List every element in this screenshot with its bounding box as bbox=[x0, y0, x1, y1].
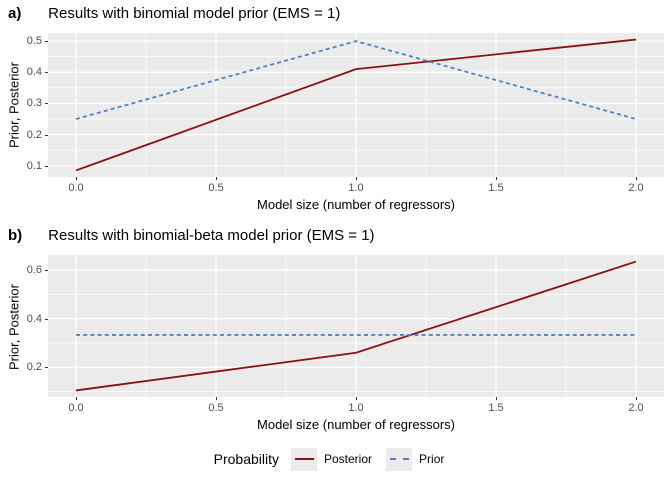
y-axis-label: Prior, Posterior bbox=[6, 62, 22, 148]
legend-entry-prior: Prior bbox=[386, 447, 445, 471]
x-tick-label: 1.0 bbox=[348, 182, 364, 194]
x-tick-mark bbox=[356, 397, 357, 400]
legend-label: Prior bbox=[419, 452, 445, 466]
x-tick-mark bbox=[496, 177, 497, 180]
y-tick-mark bbox=[45, 72, 48, 74]
x-tick-mark bbox=[216, 397, 217, 400]
y-tick-label: 0.6 bbox=[26, 264, 42, 277]
x-tick-label: 0.0 bbox=[68, 182, 84, 194]
legend-key-box bbox=[386, 447, 413, 471]
prior-line-icon bbox=[389, 458, 409, 460]
chart-title: b) Results with binomial-beta model prio… bbox=[8, 227, 375, 244]
plot-panel bbox=[48, 33, 664, 177]
y-tick-mark bbox=[45, 103, 48, 105]
legend-label: Posterior bbox=[324, 452, 373, 466]
x-tick-mark bbox=[76, 177, 77, 180]
x-tick-label: 0.5 bbox=[208, 182, 224, 194]
chart-binomial-beta-prior: b) Results with binomial-beta model prio… bbox=[0, 222, 672, 444]
x-tick-mark bbox=[636, 177, 637, 180]
legend: Probability Posterior Prior bbox=[0, 444, 672, 474]
x-tick-label: 2.0 bbox=[628, 182, 644, 194]
plot-lines-svg bbox=[48, 33, 664, 177]
x-tick-label: 0.5 bbox=[208, 402, 224, 414]
y-axis-label: Prior, Posterior bbox=[6, 284, 22, 370]
chart-title-text: Results with binomial-beta model prior (… bbox=[48, 227, 375, 244]
x-tick-mark bbox=[216, 177, 217, 180]
x-tick-mark bbox=[356, 177, 357, 180]
y-tick-mark bbox=[45, 318, 48, 320]
y-tick-mark bbox=[45, 134, 48, 136]
x-tick-label: 2.0 bbox=[628, 402, 644, 414]
series-line-posterior bbox=[75, 38, 637, 172]
posterior-line-icon bbox=[294, 458, 314, 460]
y-tick-mark bbox=[45, 367, 48, 369]
y-tick-label: 0.1 bbox=[26, 159, 42, 172]
chart-title-text: Results with binomial model prior (EMS =… bbox=[48, 5, 341, 22]
x-tick-mark bbox=[496, 397, 497, 400]
plot-panel bbox=[48, 255, 664, 397]
x-tick-mark bbox=[636, 397, 637, 400]
y-tick-mark bbox=[45, 41, 48, 43]
y-tick-mark bbox=[45, 165, 48, 167]
plot-lines-svg bbox=[48, 255, 664, 397]
series-line-posterior bbox=[75, 260, 637, 392]
x-tick-label: 0.0 bbox=[68, 402, 84, 414]
y-tick-label: 0.5 bbox=[26, 35, 42, 48]
legend-title: Probability bbox=[213, 451, 279, 467]
chart-title: a) Results with binomial model prior (EM… bbox=[8, 5, 340, 22]
chart-tag: b) bbox=[8, 227, 23, 244]
series-line-prior bbox=[75, 40, 637, 120]
x-tick-label: 1.5 bbox=[488, 402, 504, 414]
x-tick-label: 1.5 bbox=[488, 182, 504, 194]
x-tick-mark bbox=[76, 397, 77, 400]
y-tick-mark bbox=[45, 270, 48, 272]
legend-key-box bbox=[291, 447, 317, 471]
x-tick-label: 1.0 bbox=[348, 402, 364, 414]
x-axis-label: Model size (number of regressors) bbox=[257, 417, 455, 432]
x-axis-label: Model size (number of regressors) bbox=[257, 197, 455, 212]
chart-binomial-prior: a) Results with binomial model prior (EM… bbox=[0, 0, 672, 222]
chart-tag: a) bbox=[8, 5, 22, 22]
legend-entry-posterior: Posterior bbox=[291, 447, 373, 471]
